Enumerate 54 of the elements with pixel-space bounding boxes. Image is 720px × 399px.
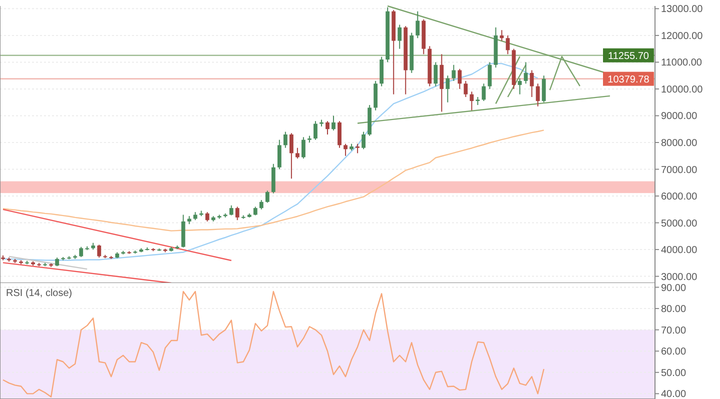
- candlestick: [434, 62, 438, 87]
- y-tick-label: 90.00: [661, 282, 686, 294]
- y-tick-label: 5000.00: [661, 218, 698, 230]
- candlestick: [314, 120, 318, 140]
- candlestick: [464, 80, 468, 98]
- candlestick: [265, 190, 270, 204]
- candlestick: [542, 75, 546, 103]
- ref-line-label: 10379.78: [608, 74, 650, 86]
- y-tick-label: 12000.00: [661, 30, 704, 42]
- y-tick-label: 11000.00: [661, 58, 702, 69]
- candlestick: [302, 136, 306, 160]
- line-series: [2, 62, 538, 261]
- y-tick-label: 4000.00: [661, 245, 698, 256]
- candlestick: [235, 206, 240, 221]
- line-series: [2, 290, 544, 398]
- text: RSI (14, close): [6, 288, 72, 299]
- ref-line-label: 11255.70: [608, 50, 650, 62]
- y-tick-label: 50.00: [661, 368, 686, 379]
- candlestick: [344, 143, 348, 156]
- candlestick: [205, 212, 210, 222]
- y-tick-label: 13000.00: [661, 4, 704, 16]
- candlestick: [79, 246, 84, 258]
- candlestick: [283, 131, 288, 148]
- y-tick-label: 9000.00: [661, 111, 698, 122]
- y-tick-label: 60.00: [661, 346, 686, 358]
- candlestick: [458, 68, 462, 90]
- y-tick-label: 80.00: [661, 304, 686, 316]
- candlestick: [289, 132, 294, 180]
- candlestick: [332, 115, 336, 131]
- y-tick-label: 10000.00: [661, 84, 704, 96]
- y-tick-label: 6000.00: [661, 192, 698, 203]
- candlestick: [488, 62, 492, 90]
- candlestick: [446, 75, 450, 103]
- y-tick-label: 40.00: [661, 389, 686, 399]
- y-tick-label: 3000.00: [661, 272, 698, 283]
- candlestick: [398, 24, 402, 50]
- candlestick: [277, 139, 282, 170]
- candlestick: [338, 120, 342, 148]
- candlestick: [356, 143, 360, 154]
- candlestick: [97, 244, 102, 258]
- line-series: [2, 130, 544, 232]
- y-tick-label: 7000.00: [661, 164, 698, 176]
- candlestick: [524, 62, 528, 84]
- candlestick: [326, 120, 330, 135]
- y-tick-label: 70.00: [661, 325, 686, 336]
- candlestick: [536, 83, 540, 107]
- candlestick: [416, 10, 420, 39]
- candlestick: [229, 204, 234, 216]
- candlestick: [296, 147, 300, 160]
- candlestick: [362, 131, 366, 150]
- y-tick-label: 8000.00: [661, 138, 698, 149]
- candlestick: [452, 64, 456, 82]
- candlestick: [530, 70, 534, 98]
- candlestick: [259, 200, 264, 210]
